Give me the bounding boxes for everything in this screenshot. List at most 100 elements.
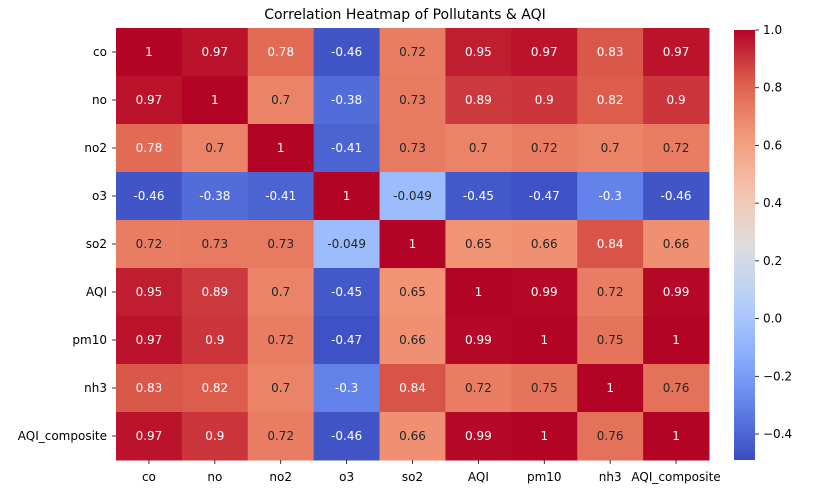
heatmap-cell xyxy=(643,364,710,413)
cell-annotation: -0.45 xyxy=(331,285,362,299)
cell-annotation: -0.46 xyxy=(331,429,362,443)
heatmap-cell xyxy=(379,412,446,461)
heatmap-cell xyxy=(643,124,710,173)
colorbar xyxy=(734,30,755,460)
cell-annotation: 0.76 xyxy=(663,381,690,395)
cell-annotation: 0.75 xyxy=(597,333,624,347)
cell-annotation: 0.82 xyxy=(201,381,228,395)
heatmap-cell xyxy=(313,268,381,317)
y-tick-label: AQI_composite xyxy=(18,429,107,443)
y-tick-label: co xyxy=(93,45,107,59)
cell-annotation: -0.41 xyxy=(265,189,296,203)
heatmap-cell xyxy=(445,220,512,269)
cell-annotation: 0.65 xyxy=(399,285,426,299)
heatmap-cells: 1 0.97 0.78 -0.46 0.72 0.95 0.97 0.83 0.97 0.97 1 0… xyxy=(116,28,710,461)
cell-annotation: -0.3 xyxy=(335,381,358,395)
cell-annotation: 0.73 xyxy=(267,237,294,251)
heatmap-cell xyxy=(511,124,578,173)
heatmap-cell xyxy=(116,124,183,173)
heatmap-cell xyxy=(116,316,183,365)
cell-annotation: -0.45 xyxy=(463,189,494,203)
cell-annotation: 0.83 xyxy=(597,45,624,59)
cell-annotation: 0.72 xyxy=(399,45,426,59)
cell-annotation: 1 xyxy=(277,141,285,155)
cell-annotation: 0.72 xyxy=(267,429,294,443)
cell-annotation: 1 xyxy=(540,333,548,347)
heatmap-cell xyxy=(313,364,381,413)
heatmap-cell xyxy=(181,124,249,173)
cell-annotation: 0.95 xyxy=(136,285,163,299)
heatmap-cell xyxy=(247,316,315,365)
heatmap-cell xyxy=(511,76,578,125)
heatmap-cell xyxy=(577,268,644,317)
colorbar-tick-label: −0.4 xyxy=(763,427,792,441)
cell-annotation: 0.89 xyxy=(201,285,228,299)
x-tick-label: AQI xyxy=(468,470,489,484)
cell-annotation: -0.38 xyxy=(199,189,230,203)
heatmap-cell xyxy=(379,28,446,77)
heatmap-cell xyxy=(181,364,249,413)
x-tick-label: no xyxy=(207,470,222,484)
heatmap-cell xyxy=(247,76,315,125)
colorbar-ticks: 1.0 0.8 0.6 0.4 0.2 0.0 −0.2 −0.4 xyxy=(755,23,792,441)
colorbar-tick-label: 0.4 xyxy=(763,196,782,210)
y-tick-label: pm10 xyxy=(72,333,107,347)
cell-annotation: 0.66 xyxy=(399,333,426,347)
cell-annotation: 1 xyxy=(672,429,680,443)
cell-annotation: -0.47 xyxy=(331,333,362,347)
cell-annotation: 0.72 xyxy=(465,381,492,395)
heatmap-cell xyxy=(379,172,446,221)
heatmap-cell xyxy=(247,268,315,317)
heatmap-cell xyxy=(643,412,710,461)
cell-annotation: -0.41 xyxy=(331,141,362,155)
heatmap-cell xyxy=(511,172,578,221)
heatmap-cell xyxy=(313,316,381,365)
heatmap-cell xyxy=(445,268,512,317)
heatmap-cell xyxy=(247,172,315,221)
cell-annotation: 0.9 xyxy=(667,93,686,107)
heatmap-cell xyxy=(313,412,381,461)
heatmap-cell xyxy=(247,364,315,413)
y-tick-labels: co no no2 o3 so2 AQI pm10 nh3 AQI_composite xyxy=(18,45,116,443)
y-tick-label: o3 xyxy=(92,189,107,203)
heatmap-cell xyxy=(116,364,183,413)
colorbar-tick-label: −0.2 xyxy=(763,369,792,383)
colorbar-tick-label: 0.6 xyxy=(763,138,782,152)
cell-annotation: 1 xyxy=(211,93,219,107)
heatmap-cell xyxy=(181,220,249,269)
cell-annotation: 0.9 xyxy=(535,93,554,107)
cell-annotation: 0.66 xyxy=(399,429,426,443)
cell-annotation: 0.73 xyxy=(399,93,426,107)
heatmap-cell xyxy=(247,28,315,77)
cell-annotation: 0.66 xyxy=(663,237,690,251)
heatmap-cell xyxy=(643,316,710,365)
heatmap-cell xyxy=(181,172,249,221)
x-tick-label: no2 xyxy=(269,470,292,484)
cell-annotation: 0.72 xyxy=(267,333,294,347)
cell-annotation: -0.46 xyxy=(331,45,362,59)
x-tick-labels: co no no2 o3 so2 AQI pm10 nh3 AQI_composite xyxy=(142,460,721,484)
heatmap-cell xyxy=(445,364,512,413)
cell-annotation: 0.9 xyxy=(205,429,224,443)
y-tick-label: nh3 xyxy=(84,381,107,395)
x-tick-label: co xyxy=(142,470,156,484)
heatmap-cell xyxy=(116,76,183,125)
x-tick-label: o3 xyxy=(339,470,354,484)
heatmap-cell xyxy=(379,76,446,125)
heatmap-cell xyxy=(511,364,578,413)
heatmap-cell xyxy=(379,124,446,173)
cell-annotation: 0.72 xyxy=(597,285,624,299)
heatmap-cell xyxy=(247,412,315,461)
cell-annotation: 0.83 xyxy=(136,381,163,395)
colorbar-tick-label: 0.8 xyxy=(763,81,782,95)
cell-annotation: 0.99 xyxy=(663,285,690,299)
cell-annotation: 0.7 xyxy=(271,285,290,299)
y-tick-label: AQI xyxy=(86,285,107,299)
heatmap-cell xyxy=(577,76,644,125)
cell-annotation: 0.99 xyxy=(531,285,558,299)
cell-annotation: 0.95 xyxy=(465,45,492,59)
heatmap-cell xyxy=(445,172,512,221)
cell-annotation: -0.049 xyxy=(327,237,366,251)
